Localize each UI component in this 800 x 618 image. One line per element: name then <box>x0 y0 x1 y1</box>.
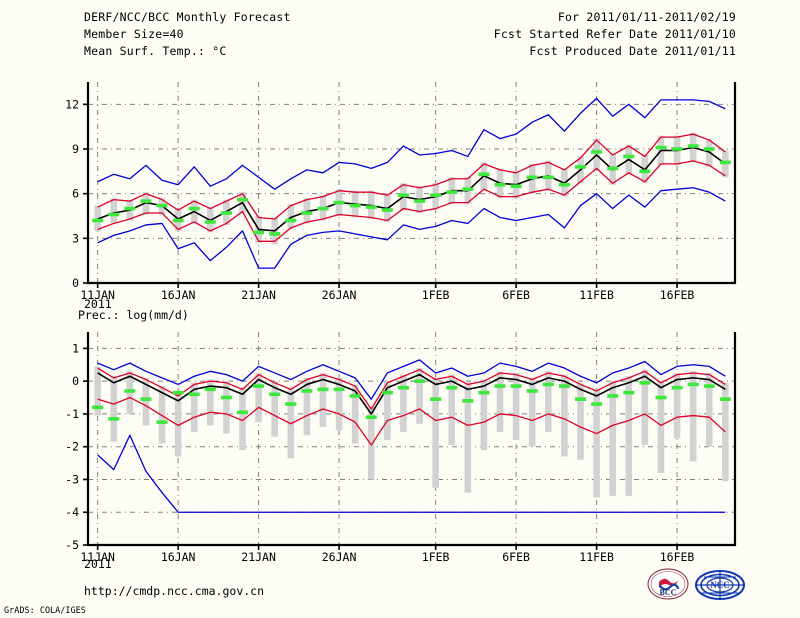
quartile-box <box>593 389 600 498</box>
y-tick-label: 1 <box>72 341 79 355</box>
x-tick-label: 11JAN <box>80 550 115 564</box>
quartile-box <box>641 369 649 446</box>
quartile-box <box>512 372 520 441</box>
quartile-box <box>609 381 616 496</box>
quartile-box <box>673 372 681 439</box>
series-line-ensemble_mean <box>97 372 726 415</box>
quartile-box <box>271 381 278 437</box>
panel-frame <box>86 82 737 285</box>
y-tick-label: 3 <box>72 231 79 245</box>
y-tick-label: 0 <box>72 276 79 290</box>
x-tick-label: 11FEB <box>579 288 614 302</box>
y-tick-label: 0 <box>72 374 79 388</box>
logo-group: BCC NCC <box>646 568 750 602</box>
quartile-box <box>432 377 439 488</box>
quartile-box <box>528 377 536 447</box>
quartile-box <box>480 379 488 450</box>
x-tick-label: 26JAN <box>322 288 357 302</box>
x-tick-label: 16JAN <box>161 550 196 564</box>
x-tick-label: 11FEB <box>579 550 614 564</box>
y-tick-label: 12 <box>65 97 79 111</box>
quartile-box <box>223 381 230 434</box>
quartile-box <box>335 377 343 431</box>
x-tick-label: 1FEB <box>422 550 450 564</box>
quartile-box <box>303 377 311 436</box>
bcc-logo: BCC <box>646 568 690 602</box>
top-axis-year-label: 2011 <box>84 297 112 311</box>
ncc-logo-text: NCC <box>710 580 730 590</box>
bcc-logo-text: BCC <box>660 588 677 597</box>
x-tick-label: 21JAN <box>241 288 276 302</box>
x-tick-label: 6FEB <box>502 288 530 302</box>
x-tick-label: 6FEB <box>502 550 530 564</box>
footer-url[interactable]: http://cmdp.ncc.cma.gov.cn <box>84 584 265 598</box>
y-tick-label: -5 <box>65 538 79 552</box>
temperature-plot-area: 0 3 6 9 12 11JAN 16JAN 21JAN 26JAN 1FEB 6FEB 11FEB 1… <box>65 82 737 302</box>
header-variable-label: Mean Surf. Temp.: °C <box>84 44 227 58</box>
quartile-box <box>190 382 198 432</box>
series-line-max <box>97 359 726 400</box>
header-refer-date: Fcst Started Refer Date 2011/01/10 <box>493 27 736 41</box>
quartile-box <box>287 387 295 459</box>
quartile-box <box>625 376 633 496</box>
quartile-box <box>464 382 472 493</box>
quartile-box <box>705 372 713 447</box>
x-tick-label: 16FEB <box>660 288 695 302</box>
quartile-box <box>142 377 150 426</box>
x-tick-label: 16FEB <box>660 550 695 564</box>
quartile-box <box>94 366 101 416</box>
y-tick-label: -2 <box>65 440 79 454</box>
y-tick-label: 9 <box>72 142 79 156</box>
series-line-mean_plus_sd <box>97 133 726 220</box>
quartile-box <box>577 382 584 460</box>
header-forecast-period: For 2011/01/11-2011/02/19 <box>557 10 736 24</box>
footer-grads-credit: GrADS: COLA/IGES <box>4 606 86 616</box>
bottom-axis-year-label: 2011 <box>84 557 112 571</box>
y-tick-label: 6 <box>72 187 79 201</box>
series-line-ensemble_mean <box>97 146 726 232</box>
precip-panel-label: Prec.: log(mm/d) <box>78 308 189 322</box>
quartile-box <box>255 372 262 423</box>
quartile-box <box>367 407 375 480</box>
y-tick-label: -4 <box>65 505 79 519</box>
x-tick-label: 1FEB <box>422 288 450 302</box>
quartile-box <box>689 371 697 462</box>
quartile-box <box>496 371 504 432</box>
y-tick-label: -1 <box>65 407 79 421</box>
quartile-box <box>448 374 456 446</box>
panel-frame <box>86 332 737 547</box>
quartile-box <box>207 379 214 426</box>
header-title: DERF/NCC/BCC Monthly Forecast <box>84 10 291 24</box>
header-member-size: Member Size=40 <box>84 27 184 41</box>
series-line-mean_minus_sd <box>97 396 726 446</box>
quartile-box <box>400 374 407 432</box>
series-line-mean_minus_sd <box>97 160 726 242</box>
quartile-box <box>657 381 665 473</box>
quartile-box <box>545 371 552 432</box>
quartile-box <box>239 387 246 450</box>
x-tick-label: 16JAN <box>161 288 196 302</box>
series-line-min <box>97 434 726 513</box>
series-line-mean_plus_sd <box>97 367 726 410</box>
quartile-box <box>384 381 391 441</box>
quartile-box <box>561 374 568 457</box>
x-tick-label: 11JAN <box>80 288 115 302</box>
quartile-box <box>110 376 118 442</box>
quartile-box <box>351 384 359 444</box>
series-line-max <box>97 97 726 190</box>
x-tick-label: 26JAN <box>322 550 357 564</box>
quartile-box <box>416 368 423 424</box>
y-tick-label: -3 <box>65 472 79 486</box>
quartile-box <box>319 372 327 428</box>
ncc-logo: NCC <box>694 568 746 602</box>
series-line-min <box>97 187 726 269</box>
quartile-box <box>110 198 118 224</box>
x-tick-label: 21JAN <box>241 550 276 564</box>
header-produced-date: Fcst Produced Date 2011/01/11 <box>529 44 736 58</box>
quartile-box <box>158 386 166 444</box>
